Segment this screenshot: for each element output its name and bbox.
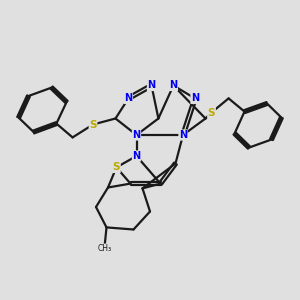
Text: S: S [89, 119, 97, 130]
Text: N: N [132, 151, 141, 161]
Text: S: S [113, 162, 120, 172]
Text: N: N [147, 80, 156, 91]
Text: N: N [179, 130, 187, 140]
Text: CH₃: CH₃ [97, 244, 112, 253]
Text: S: S [208, 107, 215, 118]
Text: N: N [132, 130, 141, 140]
Text: N: N [169, 80, 178, 91]
Text: N: N [191, 93, 199, 103]
Text: N: N [124, 93, 133, 103]
